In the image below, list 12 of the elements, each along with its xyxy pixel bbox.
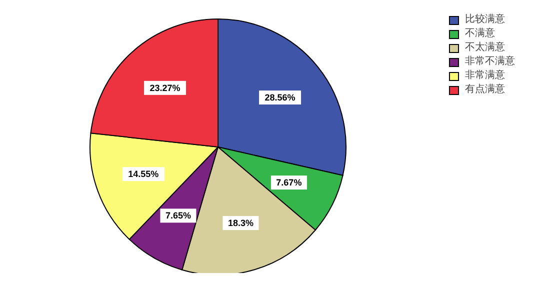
legend-label: 有点满意 (465, 83, 505, 97)
legend-label: 非常不满意 (465, 55, 515, 69)
legend-label: 比较满意 (465, 13, 505, 27)
legend-label: 不满意 (465, 27, 495, 41)
data-label: 18.3% (228, 218, 254, 228)
data-label: 23.27% (150, 82, 180, 93)
data-label: 7.67% (276, 178, 302, 188)
legend-label: 不太满意 (465, 41, 505, 55)
legend-label: 非常满意 (465, 69, 505, 83)
data-label: 14.55% (128, 169, 159, 180)
data-label: 28.56% (264, 92, 296, 102)
data-label: 7.65% (165, 210, 191, 221)
